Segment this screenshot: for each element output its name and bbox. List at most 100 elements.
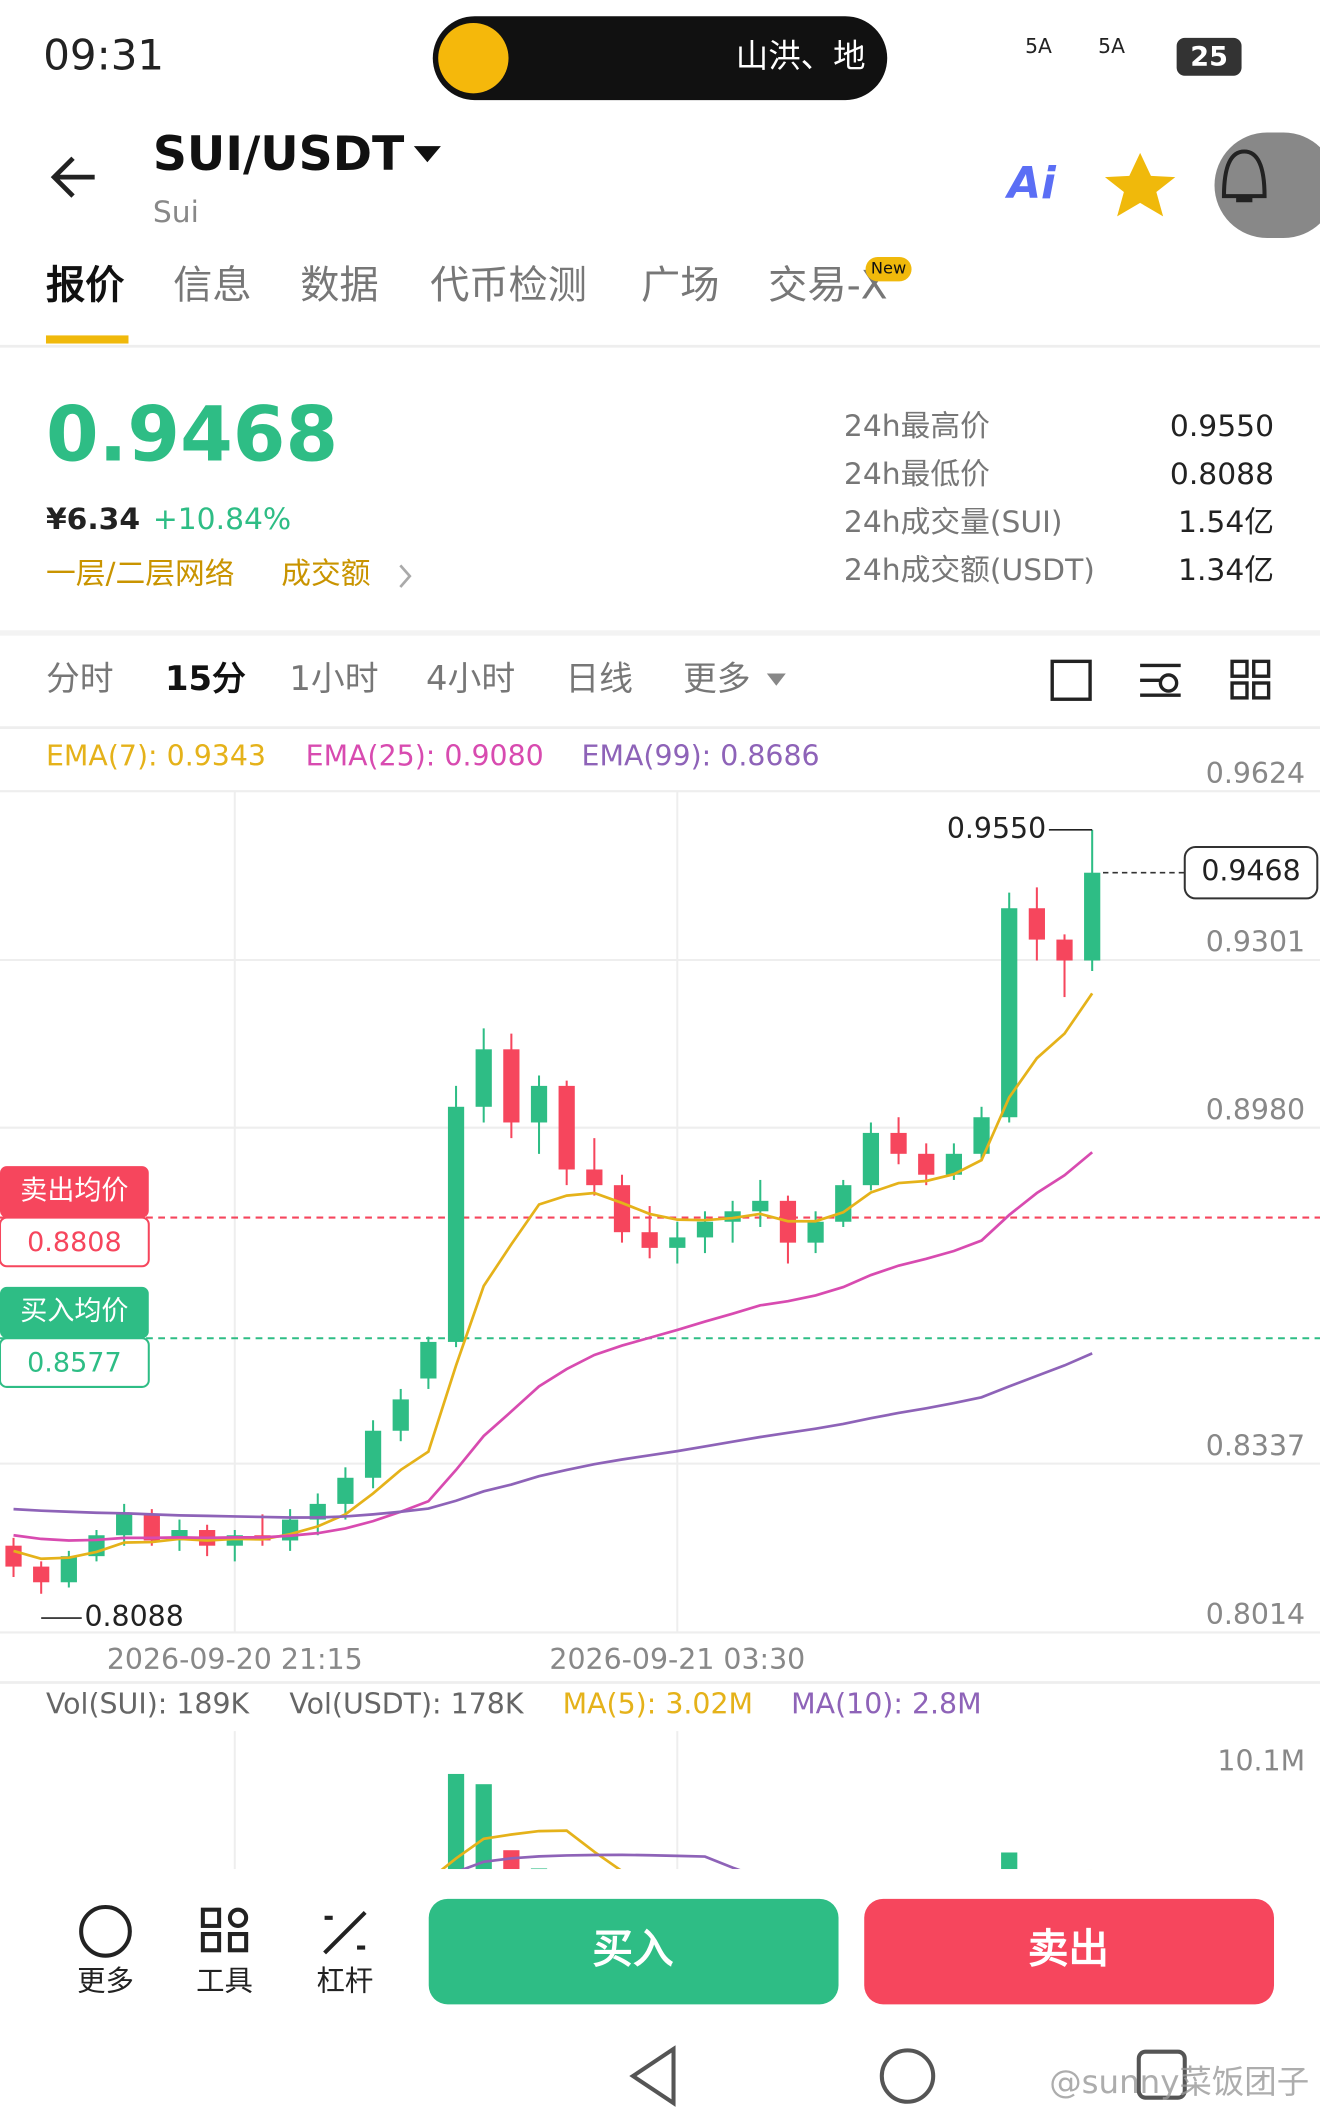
tab[interactable]: 数据 bbox=[300, 264, 378, 309]
tool-icon[interactable] bbox=[1140, 663, 1181, 697]
active-tab-indicator bbox=[45, 335, 129, 344]
tab[interactable]: 报价 bbox=[46, 264, 125, 309]
candle-body bbox=[586, 1169, 603, 1186]
tool-icon bbox=[1252, 659, 1271, 678]
notice-icon bbox=[438, 22, 509, 94]
candle-body bbox=[475, 1049, 492, 1107]
tool-icon[interactable] bbox=[1230, 659, 1249, 678]
volume-legend: MA(10): 2.8M bbox=[791, 1687, 981, 1720]
stat-value: 1.54亿 bbox=[1178, 505, 1274, 540]
volume-bar bbox=[530, 1868, 548, 1870]
candle-body bbox=[420, 1341, 437, 1379]
last-price-box bbox=[1183, 845, 1319, 900]
low-label: 0.8088 bbox=[84, 1600, 183, 1633]
badge bbox=[865, 256, 912, 282]
watermark: @sunny菜饭团子 bbox=[1049, 2063, 1309, 2101]
candle-body bbox=[364, 1430, 382, 1478]
candle-body bbox=[613, 1185, 631, 1233]
tag[interactable]: 成交额 bbox=[281, 556, 370, 591]
candle-body bbox=[447, 1106, 465, 1342]
sell-label[interactable]: 卖出 bbox=[1028, 1925, 1109, 1973]
notice-pill bbox=[432, 16, 888, 101]
candle-body bbox=[890, 1132, 907, 1154]
candle-body bbox=[558, 1085, 575, 1170]
interval[interactable]: 分时 bbox=[46, 659, 114, 698]
avg-tag-box bbox=[0, 1337, 150, 1388]
status-time: 09:31 bbox=[43, 31, 164, 80]
candle-body bbox=[171, 1530, 188, 1541]
nav-back[interactable] bbox=[629, 2045, 676, 2107]
tab[interactable]: 代币检测 bbox=[430, 264, 587, 309]
y-tick-label: 0.8980 bbox=[1206, 1093, 1305, 1126]
toolbar-label[interactable]: 工具 bbox=[196, 1965, 253, 1998]
plot-area bbox=[0, 829, 1320, 1594]
y-tick-label: 0.8337 bbox=[1206, 1429, 1305, 1462]
candle-body bbox=[1056, 939, 1073, 961]
notice-text: 山洪、地 bbox=[736, 37, 866, 75]
x-tick-label: 2026-09-21 03:30 bbox=[549, 1643, 805, 1676]
toolbar-label[interactable]: 更多 bbox=[77, 1965, 134, 1998]
icon-part bbox=[227, 1907, 249, 1928]
stat-label: 24h最低价 bbox=[844, 457, 990, 492]
ema-line bbox=[13, 992, 1094, 1561]
alert-button-bg[interactable] bbox=[1214, 132, 1320, 239]
avg-tag-head bbox=[0, 1286, 149, 1339]
toolbar-icon[interactable] bbox=[200, 1907, 367, 1955]
tag[interactable]: 一层/二层网络 bbox=[46, 556, 235, 591]
x-tick-label: 2026-09-20 21:15 bbox=[107, 1643, 363, 1676]
avg-tag-box bbox=[0, 1216, 150, 1268]
ai-button[interactable]: Ai bbox=[1005, 159, 1057, 209]
back-button[interactable] bbox=[50, 156, 95, 198]
interval[interactable]: 更多 bbox=[683, 659, 751, 698]
candle-body bbox=[143, 1514, 160, 1541]
volume-bar bbox=[503, 1850, 520, 1870]
avg-tag-label: 卖出均价 bbox=[20, 1175, 128, 1206]
favorite-button[interactable] bbox=[1104, 152, 1176, 217]
tab[interactable]: 信息 bbox=[173, 264, 251, 309]
stat-label: 24h成交量(SUI) bbox=[844, 505, 1063, 540]
tab-badge: New bbox=[871, 259, 906, 278]
buy-label[interactable]: 买入 bbox=[592, 1925, 673, 1973]
candle-body bbox=[1028, 908, 1045, 940]
price-cny: ¥6.34 bbox=[46, 502, 140, 537]
candle-body bbox=[669, 1237, 686, 1248]
divider bbox=[0, 630, 1320, 636]
candle-body bbox=[337, 1477, 354, 1504]
candle-body bbox=[973, 1117, 990, 1154]
nav-home[interactable] bbox=[879, 2048, 936, 2104]
interval[interactable]: 15分 bbox=[165, 659, 246, 698]
nav-recent[interactable] bbox=[1136, 2049, 1187, 2100]
interval[interactable]: 1小时 bbox=[289, 659, 378, 698]
interval[interactable]: 4小时 bbox=[426, 659, 515, 698]
candle-body bbox=[641, 1232, 658, 1248]
volume-bar bbox=[1001, 1852, 1018, 1870]
signal-label: 5A bbox=[1098, 34, 1125, 58]
pair-dropdown[interactable] bbox=[413, 146, 441, 163]
y-tick-label: 0.8014 bbox=[1206, 1598, 1305, 1631]
signal-label: 5A bbox=[1025, 34, 1052, 58]
stat-label: 24h成交额(USDT) bbox=[844, 553, 1095, 588]
y-tick-label: 0.9624 bbox=[1206, 757, 1305, 790]
candle-body bbox=[5, 1545, 22, 1567]
tool-icon[interactable] bbox=[1050, 659, 1092, 701]
toolbar-icon[interactable] bbox=[79, 1904, 132, 1958]
more-dropdown[interactable] bbox=[766, 673, 786, 686]
buy-button[interactable] bbox=[428, 1898, 839, 2005]
sell-button[interactable] bbox=[864, 1898, 1275, 2005]
battery bbox=[1176, 37, 1242, 76]
candle-body bbox=[752, 1200, 769, 1212]
stat-value: 1.34亿 bbox=[1178, 553, 1274, 588]
pair-title[interactable]: SUI/USDT bbox=[153, 127, 405, 182]
tab[interactable]: 广场 bbox=[641, 264, 719, 309]
volume-ma-line bbox=[460, 1853, 741, 1870]
interval[interactable]: 日线 bbox=[565, 659, 633, 698]
candle-body bbox=[116, 1514, 133, 1536]
candle-body bbox=[918, 1153, 935, 1175]
toolbar-label[interactable]: 杠杆 bbox=[316, 1965, 373, 1998]
ema-line bbox=[13, 1352, 1093, 1519]
candle-body bbox=[392, 1399, 409, 1431]
price-change: +10.84% bbox=[153, 502, 291, 537]
